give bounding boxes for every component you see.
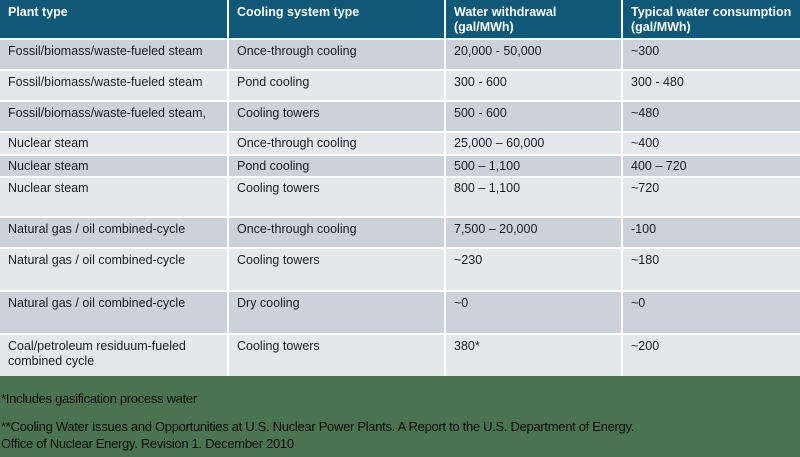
- cell-plant-type: Fossil/biomass/waste-fueled steam: [0, 40, 227, 69]
- cell-withdrawal: 800 – 1,100: [446, 178, 621, 216]
- cell-cooling-type: Cooling towers: [229, 178, 444, 216]
- cell-consumption: ~480: [623, 102, 800, 131]
- cell-withdrawal: 7,500 – 20,000: [446, 218, 621, 247]
- header-water-consumption-line2: (gal/MWh): [631, 20, 691, 34]
- cell-consumption: ~300: [623, 40, 800, 69]
- cell-withdrawal: 300 - 600: [446, 71, 621, 100]
- cell-cooling-type: Dry cooling: [229, 292, 444, 333]
- cell-consumption: ~720: [623, 178, 800, 216]
- cell-plant-type: Fossil/biomass/waste-fueled steam,: [0, 102, 227, 131]
- cell-cooling-type: Pond cooling: [229, 71, 444, 100]
- cell-consumption: ~0: [623, 292, 800, 333]
- header-water-consumption: Typical water consumption (gal/MWh): [623, 0, 800, 38]
- cell-consumption: ~200: [623, 335, 800, 376]
- header-water-consumption-line1: Typical water consumption: [631, 5, 792, 19]
- table-row: Coal/petroleum residuum-fueled combined …: [0, 335, 800, 376]
- table-header-row: Plant type Cooling system type Water wit…: [0, 0, 800, 38]
- header-water-withdrawal: Water withdrawal (gal/MWh): [446, 0, 621, 38]
- cell-cooling-type: Pond cooling: [229, 156, 444, 176]
- cell-consumption: -100: [623, 218, 800, 247]
- cell-plant-type: Natural gas / oil combined-cycle: [0, 292, 227, 333]
- cell-withdrawal: ~0: [446, 292, 621, 333]
- header-cooling-system-type: Cooling system type: [229, 0, 444, 38]
- cell-plant-type-line2: combined cycle: [8, 354, 95, 368]
- cell-cooling-type: Cooling towers: [229, 249, 444, 290]
- cell-plant-type: Nuclear steam: [0, 156, 227, 176]
- footnote-source-line1: **Cooling Water Issues and Opportunities…: [1, 419, 635, 434]
- cell-withdrawal: 25,000 – 60,000: [446, 133, 621, 154]
- cell-withdrawal: ~230: [446, 249, 621, 290]
- table-row: Nuclear steam Pond cooling 500 – 1,100 4…: [0, 156, 800, 176]
- footnote-gasification: *Includes gasification process water: [1, 391, 197, 406]
- footnotes-panel: *Includes gasification process water **C…: [0, 378, 800, 457]
- cell-plant-type: Fossil/biomass/waste-fueled steam: [0, 71, 227, 100]
- cell-consumption: ~180: [623, 249, 800, 290]
- cell-plant-type: Nuclear steam: [0, 178, 227, 216]
- header-plant-type: Plant type: [0, 0, 227, 38]
- cell-cooling-type: Once-through cooling: [229, 218, 444, 247]
- header-water-withdrawal-line1: Water withdrawal: [454, 5, 557, 19]
- cell-plant-type-line1: Coal/petroleum residuum-fueled: [8, 339, 186, 353]
- cell-plant-type: Nuclear steam: [0, 133, 227, 154]
- cell-consumption: 400 – 720: [623, 156, 800, 176]
- cell-withdrawal: 500 - 600: [446, 102, 621, 131]
- table-row: Nuclear steam Cooling towers 800 – 1,100…: [0, 178, 800, 216]
- cell-consumption: ~400: [623, 133, 800, 154]
- cell-plant-type: Natural gas / oil combined-cycle: [0, 218, 227, 247]
- header-water-withdrawal-line2: (gal/MWh): [454, 20, 514, 34]
- water-use-table: Plant type Cooling system type Water wit…: [0, 0, 800, 376]
- footnote-source-line2: Office of Nuclear Energy. Revision 1. De…: [1, 436, 294, 451]
- cell-plant-type: Natural gas / oil combined-cycle: [0, 249, 227, 290]
- table-row: Fossil/biomass/waste-fueled steam Once-t…: [0, 40, 800, 69]
- cell-plant-type: Coal/petroleum residuum-fueled combined …: [0, 335, 227, 376]
- cell-cooling-type: Once-through cooling: [229, 40, 444, 69]
- footnote-source: **Cooling Water Issues and Opportunities…: [1, 418, 634, 452]
- cell-withdrawal: 380*: [446, 335, 621, 376]
- cell-consumption: 300 - 480: [623, 71, 800, 100]
- cell-withdrawal: 20,000 - 50,000: [446, 40, 621, 69]
- cell-cooling-type: Cooling towers: [229, 102, 444, 131]
- table-row: Natural gas / oil combined-cycle Cooling…: [0, 249, 800, 290]
- table-row: Fossil/biomass/waste-fueled steam Pond c…: [0, 71, 800, 100]
- cell-cooling-type: Cooling towers: [229, 335, 444, 376]
- table-row: Natural gas / oil combined-cycle Dry coo…: [0, 292, 800, 333]
- table-row: Natural gas / oil combined-cycle Once-th…: [0, 218, 800, 247]
- table-row: Fossil/biomass/waste-fueled steam, Cooli…: [0, 102, 800, 131]
- table-row: Nuclear steam Once-through cooling 25,00…: [0, 133, 800, 154]
- cell-withdrawal: 500 – 1,100: [446, 156, 621, 176]
- cell-cooling-type: Once-through cooling: [229, 133, 444, 154]
